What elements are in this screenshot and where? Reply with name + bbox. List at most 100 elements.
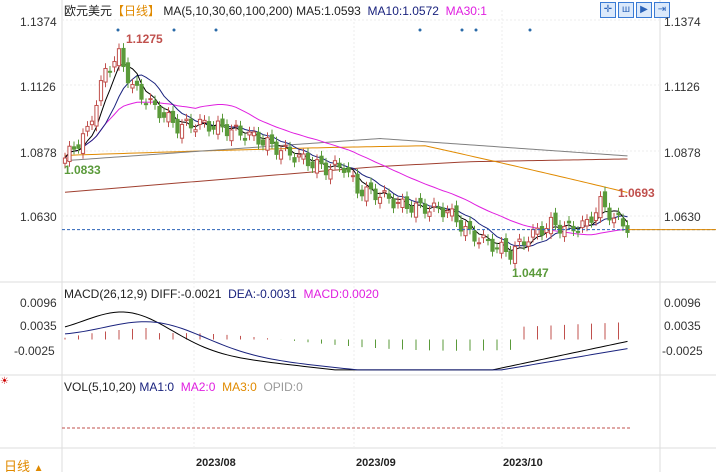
candle-body [265,137,270,151]
candle-body [481,234,486,239]
price-axis-left-2: 1.0878 [20,146,57,160]
candle-body [269,134,275,145]
candle-body [485,239,491,242]
macd-axis-left-2: -0.0025 [14,344,55,358]
ma60-line [64,158,628,193]
symbol-name: 欧元美元 [64,4,113,18]
price-axis-right-0: 1.1374 [664,15,701,29]
footer-period: 日线 [4,459,31,474]
price-axis-left-0: 1.1374 [20,15,57,29]
candle-body [256,131,261,145]
candle-body [499,241,504,254]
candle-body [89,120,95,126]
candle-body [476,242,482,245]
candle-body [548,216,554,235]
ma10-line [64,74,628,247]
candle-body [620,218,626,227]
event-dot [214,28,218,32]
candle-body [166,112,171,123]
candle-body [94,104,99,127]
macd-axis-right-1: 0.0035 [664,319,701,333]
candle-body [391,198,396,209]
candle-body [283,144,288,147]
candle-body [373,188,378,201]
candle-body [364,186,369,202]
candle-body [134,80,140,86]
candle-body [553,212,558,226]
candle-body [463,225,468,237]
candle-body [332,160,338,165]
period-label[interactable]: 【日线】 [112,4,161,18]
price-axis-left-1: 1.1126 [20,80,56,94]
candle-body [449,208,455,217]
candle-body [323,162,329,176]
candle-body [526,241,531,247]
candle-body [305,152,311,167]
candle-body [224,124,230,137]
candle-body [422,203,428,214]
candle-body [278,150,284,160]
candle-body [359,189,365,197]
macd-axis-right-0: 0.0096 [664,296,701,310]
candle-body [292,157,297,163]
ma30-value: MA30:1 [445,4,487,18]
candle-body [409,205,414,213]
macd-axis-right-2: -0.0025 [662,344,703,358]
candle-body [566,220,572,224]
event-dot [418,28,422,32]
candle-body [314,159,320,174]
vol-ma3: MA3:0 [222,380,257,394]
candle-body [71,146,77,150]
candle-body [530,228,536,238]
left-low-label: 1.0833 [64,163,101,177]
candle-body [251,131,257,137]
candle-body [319,155,324,165]
candle-body [355,173,360,194]
exit-icon[interactable]: ⇥ [654,2,670,18]
event-dot [116,28,120,32]
candle-body [544,228,549,233]
candle-body [458,220,464,232]
macd-axis-left-1: 0.0035 [20,319,57,333]
candle-body [112,61,117,68]
chart-header: 欧元美元【日线】 MA(5,10,30,60,100,200) MA5:1.05… [64,2,487,19]
candle-body [193,129,198,133]
price-axis-right-3: 1.0630 [664,210,701,224]
step-icon[interactable]: ▶ [636,2,652,18]
period-switch[interactable]: 日线 ▲ [4,456,44,475]
candle-body [602,191,608,208]
ma30-line [64,101,628,236]
candle-body [301,153,306,160]
candle-body [310,161,315,169]
chart-icon[interactable]: ш [618,2,634,18]
ma10-value: MA10:1.0572 [367,4,439,18]
candle-body [445,210,450,214]
crosshair-icon[interactable]: ✛ [600,2,616,18]
candle-body [161,112,167,118]
candle-body [116,48,122,67]
low-label: 1.0447 [512,266,549,280]
candle-body [616,212,621,216]
candle-body [62,157,68,164]
macd-label: MACD(26,12,9) [64,287,148,301]
price-axis-left-3: 1.0630 [20,210,57,224]
candle-body [512,246,518,264]
candle-body [130,84,135,89]
candle-body [175,118,180,134]
candle-body [386,193,392,199]
candle-body [152,100,158,105]
macd-diff: DIFF:-0.0021 [150,287,222,301]
macd-header: MACD(26,12,9) DIFF:-0.0021 DEA:-0.0031 M… [64,287,379,301]
candle-body [562,225,567,238]
candle-body [202,119,207,123]
price-axis-right-1: 1.1126 [664,80,700,94]
candle-body [206,121,212,132]
candle-body [211,125,216,130]
settings-icon[interactable]: ☀ [0,376,9,387]
vol-opid: OPID:0 [263,380,303,394]
ma-label[interactable]: MA(5,10,30,60,100,200) [163,4,293,18]
candle-body [625,225,630,233]
candle-body [593,212,599,222]
candle-body [382,190,387,193]
candle-body [539,226,545,236]
